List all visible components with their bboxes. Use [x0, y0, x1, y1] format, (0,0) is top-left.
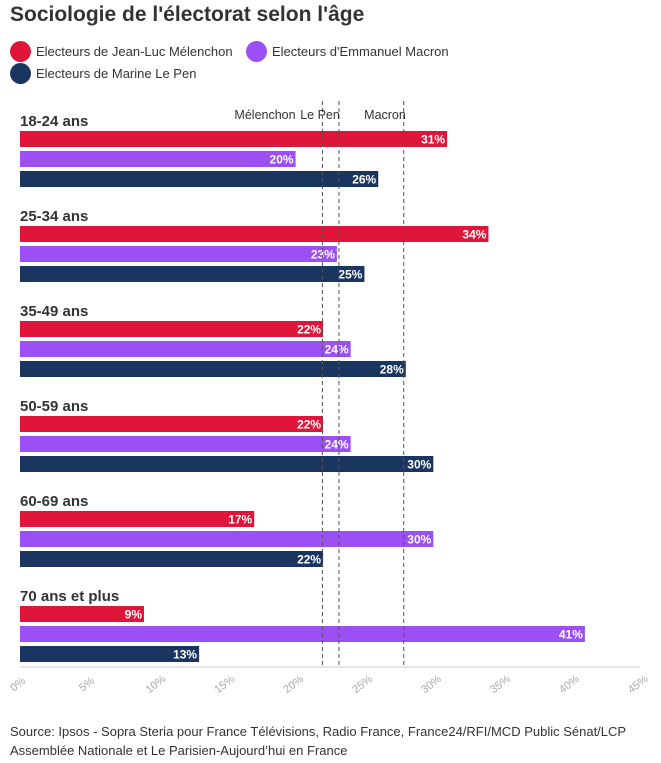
category-label-50-59-ans: 50-59 ans	[20, 398, 88, 415]
category-label-35-49-ans: 35-49 ans	[20, 303, 88, 320]
x-tick-label-20: 20%	[281, 673, 306, 696]
bar-50-59-ans-series-0	[20, 416, 324, 432]
x-tick-label-35: 35%	[488, 673, 513, 696]
reference-label-macron: Macron	[364, 108, 406, 122]
bar-35-49-ans-series-2	[20, 361, 406, 377]
reference-label-melenchon: Mélenchon	[234, 108, 295, 122]
x-tick-label-0: 0%	[8, 675, 28, 694]
data-label-50-59-ans-series-1: 24%	[325, 438, 349, 452]
chart-title: Sociologie de l'électorat selon l'âge	[10, 3, 365, 26]
bar-18-24-ans-series-0	[20, 131, 448, 147]
legend-label-macron: Electeurs d'Emmanuel Macron	[272, 44, 449, 59]
data-label-35-49-ans-series-2: 28%	[380, 363, 404, 377]
data-label-60-69-ans-series-1: 30%	[407, 533, 431, 547]
legend-label-melenchon: Electeurs de Jean-Luc Mélenchon	[36, 44, 233, 59]
data-label-70-ans-et-plus-series-0: 9%	[125, 608, 143, 622]
x-tick-label-30: 30%	[419, 673, 444, 696]
data-label-60-69-ans-series-0: 17%	[228, 513, 252, 527]
data-label-50-59-ans-series-2: 30%	[407, 458, 431, 472]
bar-70-ans-et-plus-series-0	[20, 606, 144, 622]
data-label-60-69-ans-series-2: 22%	[297, 553, 321, 567]
x-tick-label-45: 45%	[626, 673, 651, 696]
category-label-18-24-ans: 18-24 ans	[20, 113, 88, 130]
bar-25-34-ans-series-2	[20, 266, 365, 282]
data-label-70-ans-et-plus-series-2: 13%	[173, 648, 197, 662]
data-label-18-24-ans-series-1: 20%	[270, 153, 294, 167]
data-label-18-24-ans-series-2: 26%	[352, 173, 376, 187]
x-tick-label-5: 5%	[77, 675, 97, 694]
data-label-50-59-ans-series-0: 22%	[297, 418, 321, 432]
bar-60-69-ans-series-1	[20, 531, 434, 547]
legend-swatch-lepen	[10, 63, 31, 84]
legend-item-lepen: Electeurs de Marine Le Pen	[10, 63, 196, 84]
bar-50-59-ans-series-1	[20, 436, 351, 452]
category-label-25-34-ans: 25-34 ans	[20, 208, 88, 225]
bar-70-ans-et-plus-series-2	[20, 646, 200, 662]
category-label-70-ans-et-plus: 70 ans et plus	[20, 588, 119, 605]
bar-70-ans-et-plus-series-1	[20, 626, 585, 642]
legend-item-melenchon: Electeurs de Jean-Luc Mélenchon	[10, 41, 233, 62]
reference-label-le-pen: Le Pen	[300, 108, 340, 122]
bar-35-49-ans-series-0	[20, 321, 324, 337]
bar-18-24-ans-series-2	[20, 171, 379, 187]
legend-swatch-melenchon	[10, 41, 31, 62]
data-label-35-49-ans-series-1: 24%	[325, 343, 349, 357]
x-tick-label-40: 40%	[557, 673, 582, 696]
data-label-25-34-ans-series-1: 23%	[311, 248, 335, 262]
legend-item-macron: Electeurs d'Emmanuel Macron	[246, 41, 449, 62]
legend-swatch-macron	[246, 41, 267, 62]
x-tick-label-15: 15%	[212, 673, 237, 696]
bar-50-59-ans-series-2	[20, 456, 434, 472]
data-label-25-34-ans-series-0: 34%	[462, 228, 486, 242]
bar-35-49-ans-series-1	[20, 341, 351, 357]
data-label-18-24-ans-series-0: 31%	[421, 133, 445, 147]
legend-label-lepen: Electeurs de Marine Le Pen	[36, 66, 197, 81]
bar-25-34-ans-series-1	[20, 246, 337, 262]
bar-60-69-ans-series-2	[20, 551, 324, 567]
bar-25-34-ans-series-0	[20, 226, 489, 242]
bar-18-24-ans-series-1	[20, 151, 296, 167]
category-label-60-69-ans: 60-69 ans	[20, 493, 88, 510]
x-tick-label-10: 10%	[144, 673, 169, 696]
bar-60-69-ans-series-0	[20, 511, 255, 527]
data-label-70-ans-et-plus-series-1: 41%	[559, 628, 583, 642]
data-label-25-34-ans-series-2: 25%	[338, 268, 362, 282]
x-tick-label-25: 25%	[350, 673, 375, 696]
source-note: Source: Ipsos - Sopra Steria pour France…	[10, 724, 626, 758]
data-label-35-49-ans-series-0: 22%	[297, 323, 321, 337]
